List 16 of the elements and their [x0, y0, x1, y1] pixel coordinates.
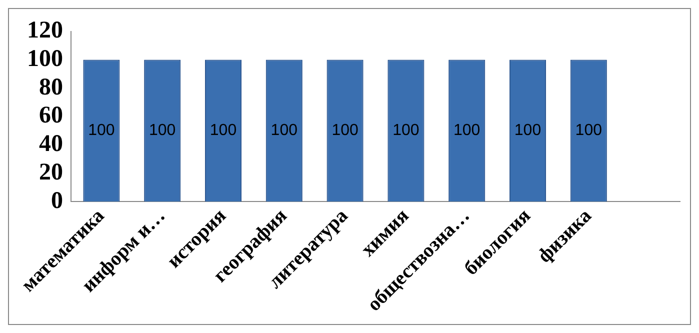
data-label: 100	[270, 122, 298, 140]
data-label: 100	[392, 122, 420, 140]
data-label: 100	[210, 122, 237, 140]
data-label: 100	[454, 122, 480, 140]
y-tick-label: 80	[39, 74, 63, 100]
data-label: 100	[575, 122, 602, 140]
data-label: 100	[332, 122, 358, 140]
y-tick-label: 0	[51, 188, 63, 214]
data-label: 100	[149, 122, 176, 140]
y-tick-label: 100	[27, 46, 63, 72]
y-tick-label: 120	[27, 18, 63, 44]
y-tick-label: 60	[39, 102, 63, 129]
y-tick-label: 20	[39, 159, 63, 186]
data-label: 100	[514, 122, 542, 140]
data-label: 100	[88, 122, 115, 140]
y-tick-label: 40	[39, 131, 63, 158]
